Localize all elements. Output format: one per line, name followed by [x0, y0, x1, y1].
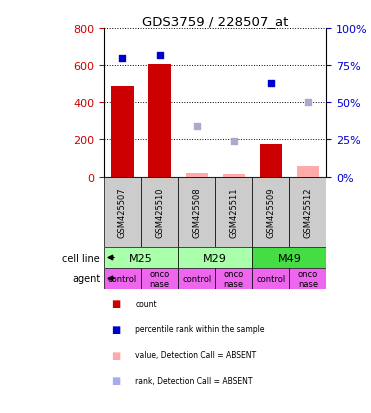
Text: GSM425512: GSM425512 [303, 187, 312, 237]
Title: GDS3759 / 228507_at: GDS3759 / 228507_at [142, 15, 288, 28]
Text: control: control [108, 274, 137, 283]
Bar [252, 177, 289, 247]
Text: onco
nase: onco nase [224, 269, 244, 288]
Bar [223, 174, 245, 177]
Point [268, 81, 274, 87]
Text: M49: M49 [278, 253, 301, 263]
Bar [148, 65, 171, 177]
Point [119, 55, 125, 62]
Text: GSM425507: GSM425507 [118, 187, 127, 237]
Text: GSM425508: GSM425508 [192, 187, 201, 237]
Text: onco
nase: onco nase [298, 269, 318, 288]
Bar [104, 247, 178, 268]
Text: value, Detection Call = ABSENT: value, Detection Call = ABSENT [135, 350, 256, 359]
Text: control: control [256, 274, 285, 283]
Text: onco
nase: onco nase [150, 269, 170, 288]
Text: rank, Detection Call = ABSENT: rank, Detection Call = ABSENT [135, 376, 253, 385]
Text: M25: M25 [129, 253, 153, 263]
Bar [178, 177, 215, 247]
Bar [252, 268, 289, 289]
Text: M29: M29 [203, 253, 227, 263]
Text: control: control [182, 274, 211, 283]
Text: ■: ■ [111, 375, 121, 385]
Bar [215, 268, 252, 289]
Point [157, 52, 162, 59]
Bar [178, 268, 215, 289]
Text: ■: ■ [111, 324, 121, 334]
Text: percentile rank within the sample: percentile rank within the sample [135, 325, 265, 334]
Text: GSM425509: GSM425509 [266, 187, 275, 237]
Bar [141, 177, 178, 247]
Text: ■: ■ [111, 350, 121, 360]
Bar [297, 167, 319, 177]
Bar [111, 86, 134, 177]
Text: count: count [135, 299, 157, 308]
Text: GSM425510: GSM425510 [155, 187, 164, 237]
Bar [178, 247, 252, 268]
Bar [260, 145, 282, 177]
Text: agent: agent [72, 274, 100, 284]
Point [231, 138, 237, 145]
Text: ■: ■ [111, 299, 121, 309]
Bar [289, 268, 326, 289]
Text: cell line: cell line [62, 253, 100, 263]
Bar [104, 268, 141, 289]
Bar [252, 247, 326, 268]
Bar [289, 177, 326, 247]
Bar [186, 173, 208, 177]
Bar [141, 268, 178, 289]
Point [305, 100, 311, 107]
Text: GSM425511: GSM425511 [229, 187, 238, 237]
Point [194, 123, 200, 130]
Bar [215, 177, 252, 247]
Bar [104, 177, 141, 247]
